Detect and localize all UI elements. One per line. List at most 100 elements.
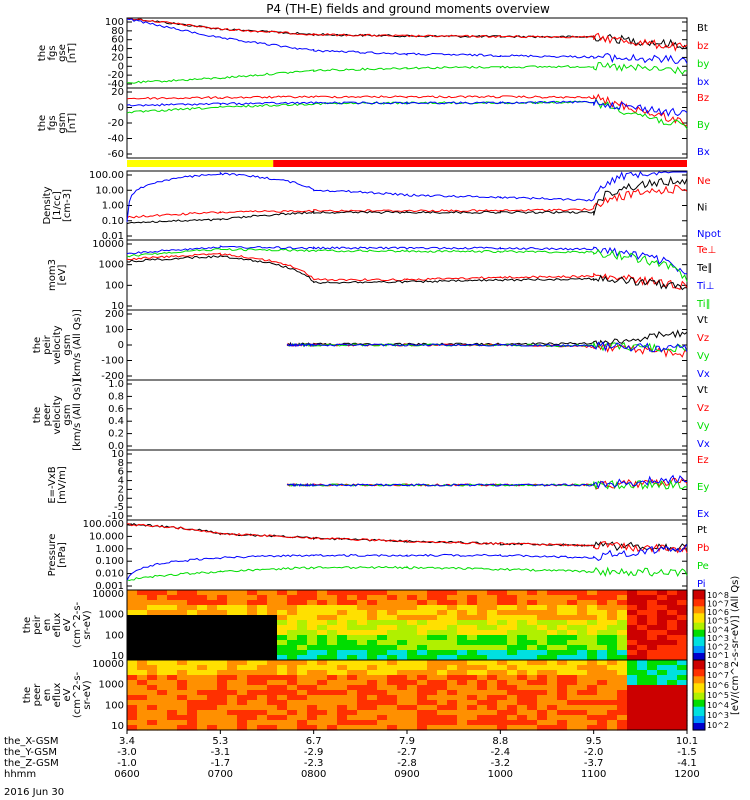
spec-cell (517, 640, 528, 646)
spec-cell (307, 690, 318, 696)
spec-cell (207, 690, 218, 696)
spec-cell (637, 630, 648, 636)
colorbar-cell (693, 597, 705, 600)
spec-cell (587, 595, 598, 601)
spec-cell (347, 640, 358, 646)
spec-cell (347, 680, 358, 686)
spec-cell (227, 600, 238, 606)
spec-cell (407, 670, 418, 676)
spec-cell (407, 665, 418, 671)
spec-cell (547, 660, 558, 666)
spec-cell (497, 635, 508, 641)
y-axis-label-line: gsm (62, 404, 73, 425)
spec-cell (477, 715, 488, 721)
y-axis-label-line: velocity (52, 395, 63, 434)
spec-cell (387, 645, 398, 651)
spec-cell (227, 640, 238, 646)
spec-cell (527, 605, 538, 611)
spec-cell (357, 590, 368, 596)
colorbar-label: [eV/(cm^2-s-sr-eV)] (All Qs) (730, 576, 741, 715)
spec-cell (157, 645, 168, 651)
panel-frame (126, 170, 688, 241)
spec-cell (177, 645, 188, 651)
spec-cell (377, 720, 388, 726)
spec-cell (247, 610, 258, 616)
spec-cell (237, 680, 248, 686)
spec-cell (127, 690, 138, 696)
spec-cell (177, 720, 188, 726)
spec-cell (167, 660, 178, 666)
spec-cell (197, 625, 208, 631)
spec-cell (457, 655, 468, 661)
spec-cell (227, 725, 238, 731)
spec-cell (657, 620, 668, 626)
spec-cell (297, 690, 308, 696)
spec-cell (177, 685, 188, 691)
ephem-value: 1100 (581, 769, 606, 780)
spec-cell (637, 685, 648, 691)
series-Npot (126, 171, 687, 223)
ephem-value: -2.7 (397, 747, 417, 758)
spec-cell (127, 635, 138, 641)
spec-cell (307, 620, 318, 626)
spec-cell (467, 660, 478, 666)
spec-cell (187, 710, 198, 716)
spec-cell (427, 670, 438, 676)
y-axis-label-line: the (32, 407, 43, 423)
spec-cell (137, 665, 148, 671)
spec-cell (517, 645, 528, 651)
colorbar-cell (693, 711, 705, 715)
spec-cell (377, 670, 388, 676)
spec-cell (347, 660, 358, 666)
spec-cell (317, 670, 328, 676)
spec-cell (507, 595, 518, 601)
spec-cell (147, 625, 158, 631)
colorbar-cell (693, 608, 705, 612)
spec-cell (617, 610, 628, 616)
spec-cell (297, 590, 308, 596)
spec-cell (287, 695, 298, 701)
spec-cell (387, 655, 398, 661)
spec-cell (197, 680, 208, 686)
spec-cell (467, 655, 478, 661)
spec-cell (657, 630, 668, 636)
spec-cell (277, 600, 288, 606)
spec-cell (157, 665, 168, 671)
spec-cell (187, 680, 198, 686)
spec-cell (327, 610, 338, 616)
spec-cell (207, 610, 218, 616)
spec-cell (657, 725, 668, 731)
spec-cell (437, 705, 448, 711)
spec-cell (617, 705, 628, 711)
spec-cell (507, 670, 518, 676)
spec-cell (287, 660, 298, 666)
spec-cell (467, 650, 478, 656)
spec-cell (347, 695, 358, 701)
spec-cell (347, 710, 358, 716)
spec-cell (147, 595, 158, 601)
spec-cell (277, 615, 288, 621)
spec-cell (247, 620, 258, 626)
spec-cell (487, 725, 498, 731)
y-tick-label: 0.2 (108, 429, 124, 440)
spec-cell (357, 645, 368, 651)
spec-cell (427, 660, 438, 666)
spec-cell (637, 715, 648, 721)
colorbar-tick-label: 10^4 (707, 701, 729, 710)
spec-cell (477, 695, 488, 701)
spec-cell (437, 710, 448, 716)
spec-cell (597, 715, 608, 721)
ephem-value: 9.5 (586, 736, 602, 747)
spec-cell (227, 610, 238, 616)
spec-cell (187, 625, 198, 631)
spec-cell (557, 640, 568, 646)
spec-cell (427, 725, 438, 731)
spec-cell (637, 720, 648, 726)
legend-Vx: Vx (697, 369, 710, 380)
spec-cell (427, 630, 438, 636)
spec-cell (367, 605, 378, 611)
spec-cell (307, 635, 318, 641)
spec-cell (557, 690, 568, 696)
spec-cell (487, 640, 498, 646)
series-Bt (127, 18, 688, 50)
